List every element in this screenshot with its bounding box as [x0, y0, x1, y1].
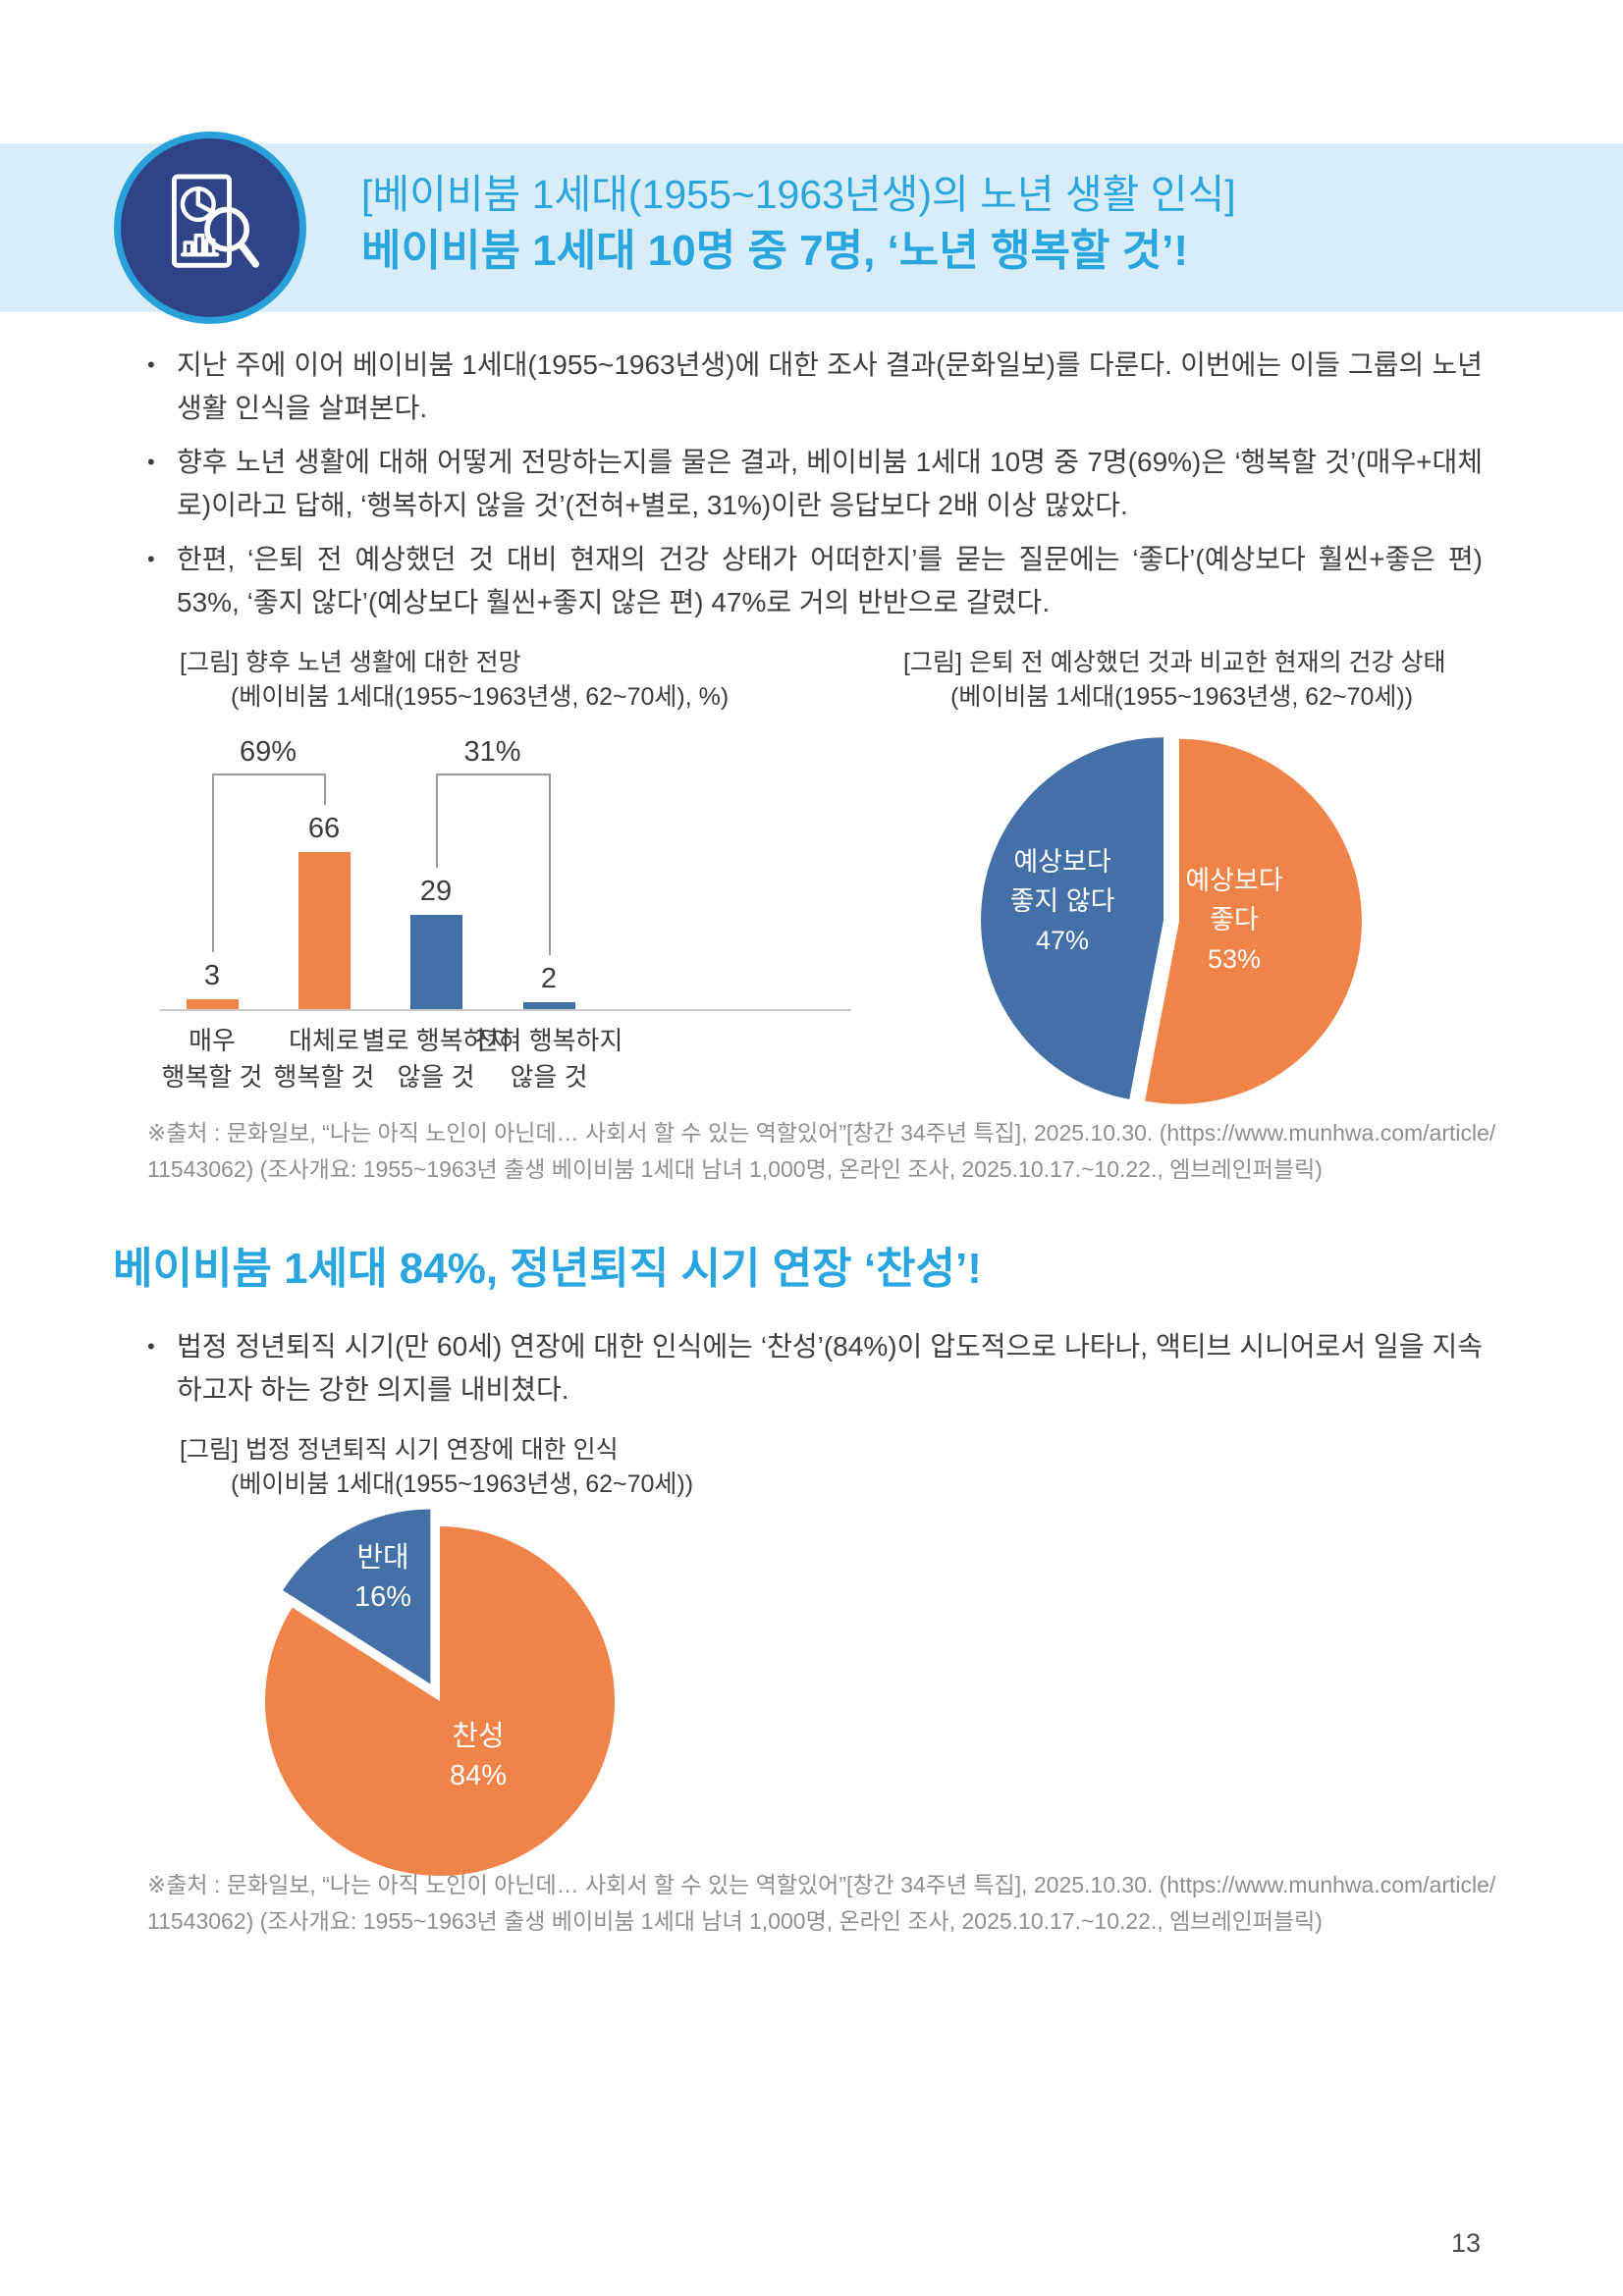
bar-category-label: 별로 행복하지 않을 것: [361, 1026, 511, 1092]
source1-line1: ※출처 : 문화일보, “나는 아직 노인이 아닌데… 사회서 할 수 있는 역…: [147, 1120, 1496, 1146]
bullet-text: 법정 정년퇴직 시기(만 60세) 연장에 대한 인식에는 ‘찬성’(84%)이…: [177, 1331, 1483, 1405]
figure1-caption-line1: [그림] 향후 노년 생활에 대한 전망: [180, 649, 521, 676]
source1-line2: 11543062) (조사개요: 1955~1963년 출생 베이비붐 1세대 …: [147, 1156, 1323, 1182]
figure2-caption-line2: (베이비붐 1세대(1955~1963년생, 62~70세)): [950, 683, 1414, 711]
source2-line1: ※출처 : 문화일보, “나는 아직 노인이 아닌데… 사회서 할 수 있는 역…: [147, 1872, 1496, 1897]
bullet-item: • 향후 노년 생활에 대해 어떻게 전망하는지를 물은 결과, 베이비붐 1세…: [147, 441, 1483, 527]
report-chart-magnifier-icon: [150, 166, 270, 291]
bullet-text: 향후 노년 생활에 대해 어떻게 전망하는지를 물은 결과, 베이비붐 1세대 …: [177, 447, 1483, 520]
header-badge: [114, 132, 306, 324]
source-citation-1: ※출처 : 문화일보, “나는 아직 노인이 아닌데… 사회서 할 수 있는 역…: [147, 1115, 1522, 1188]
summary-bullets: • 지난 주에 이어 베이비붐 1세대(1955~1963년생)에 대한 조사 …: [147, 344, 1483, 635]
bullet-marker: •: [147, 352, 155, 377]
bar-2: [409, 915, 462, 1009]
bar-value-label: 66: [307, 813, 341, 844]
bar-value-label: 2: [540, 963, 558, 994]
bracket-line: [436, 774, 549, 775]
figure3-caption-line2: (베이비붐 1세대(1955~1963년생, 62~70세)): [231, 1470, 694, 1498]
future-life-outlook-bar-chart: 3 매우 행복할 것 66 대체로 행복할 것 29 별로 행복하지 않을 것 2 전혀 행복하지 않…: [137, 736, 864, 1129]
bar-1: [298, 852, 351, 1009]
bracket-tick: [212, 774, 214, 952]
bullet-item: • 한편, ‘은퇴 전 예상했던 것 대비 현재의 건강 상태가 어떠한지’를 …: [147, 538, 1483, 624]
bullet-marker: •: [147, 547, 155, 571]
figure1-caption: [그림] 향후 노년 생활에 대한 전망 (베이비붐 1세대(1955~1963…: [180, 646, 729, 715]
bar-category-label: 전혀 행복하지 않을 것: [474, 1026, 623, 1092]
bullet-item: • 지난 주에 이어 베이비붐 1세대(1955~1963년생)에 대한 조사 …: [147, 344, 1483, 430]
bullet-marker: •: [147, 1334, 155, 1359]
pie2-orange-slice-label: 찬성 84%: [449, 1721, 508, 1791]
pie2-blue-slice-label: 반대 16%: [353, 1542, 412, 1613]
pie1-blue-slice-label: 예상보다 좋지 않다 47%: [1009, 847, 1115, 955]
bullet-marker: •: [147, 450, 155, 474]
bracket-tick: [549, 774, 551, 955]
bullet-text: 지난 주에 이어 베이비붐 1세대(1955~1963년생)에 대한 조사 결과…: [177, 349, 1483, 423]
pie-slice-0: [1145, 738, 1362, 1104]
page-title-line2: 베이비붐 1세대 10명 중 7명, ‘노년 행복할 것’!: [361, 227, 1188, 275]
pie-slice-0: [264, 1526, 615, 1876]
figure3-caption-line1: [그림] 법정 정년퇴직 시기 연장에 대한 인식: [180, 1436, 619, 1464]
section2-bullet: • 법정 정년퇴직 시기(만 60세) 연장에 대한 인식에는 ‘찬성’(84%…: [147, 1325, 1483, 1412]
bar-value-label: 29: [419, 876, 453, 907]
figure3-caption: [그림] 법정 정년퇴직 시기 연장에 대한 인식 (베이비붐 1세대(1955…: [180, 1433, 693, 1502]
figure2-caption-line1: [그림] 은퇴 전 예상했던 것과 비교한 현재의 건강 상태: [903, 649, 1446, 676]
bracket-line: [212, 774, 324, 775]
figure1-caption-line2: (베이비붐 1세대(1955~1963년생, 62~70세), %): [231, 683, 730, 711]
section2-title: 베이비붐 1세대 84%, 정년퇴직 시기 연장 ‘찬성’!: [113, 1245, 982, 1293]
health-state-pie-chart: [981, 737, 1362, 1104]
pie-slice-1: [981, 737, 1164, 1099]
retirement-extension-pie-chart: [264, 1509, 615, 1876]
bar-value-label: 3: [203, 960, 221, 991]
header-titles: [베이비붐 1세대(1955~1963년생)의 노년 생활 인식] 베이비붐 1…: [361, 167, 1236, 281]
bracket-percgroup-label: 31%: [463, 736, 521, 768]
bar-category-label: 매우 행복할 것: [161, 1026, 263, 1092]
bracket-tick: [436, 774, 438, 868]
bracket-percgroup-label: 69%: [239, 736, 298, 768]
bar-chart-baseline: [160, 1009, 851, 1011]
bar-0: [186, 999, 239, 1009]
bullet-text: 한편, ‘은퇴 전 예상했던 것 대비 현재의 건강 상태가 어떠한지’를 묻는…: [177, 544, 1483, 617]
source2-line2: 11543062) (조사개요: 1955~1963년 출생 베이비붐 1세대 …: [147, 1908, 1323, 1934]
bar-category-label: 대체로 행복할 것: [273, 1026, 375, 1092]
bar-3: [522, 1002, 575, 1009]
page-title-line1: [베이비붐 1세대(1955~1963년생)의 노년 생활 인식]: [361, 172, 1236, 217]
pie-slice-1: [283, 1509, 431, 1684]
page-number: 13: [1450, 2228, 1481, 2258]
figure2-caption: [그림] 은퇴 전 예상했던 것과 비교한 현재의 건강 상태 (베이비붐 1세…: [903, 646, 1445, 715]
bracket-tick: [324, 774, 326, 805]
source-citation-2: ※출처 : 문화일보, “나는 아직 노인이 아닌데… 사회서 할 수 있는 역…: [147, 1867, 1522, 1940]
pie1-orange-slice-label: 예상보다 좋다 53%: [1185, 866, 1283, 974]
